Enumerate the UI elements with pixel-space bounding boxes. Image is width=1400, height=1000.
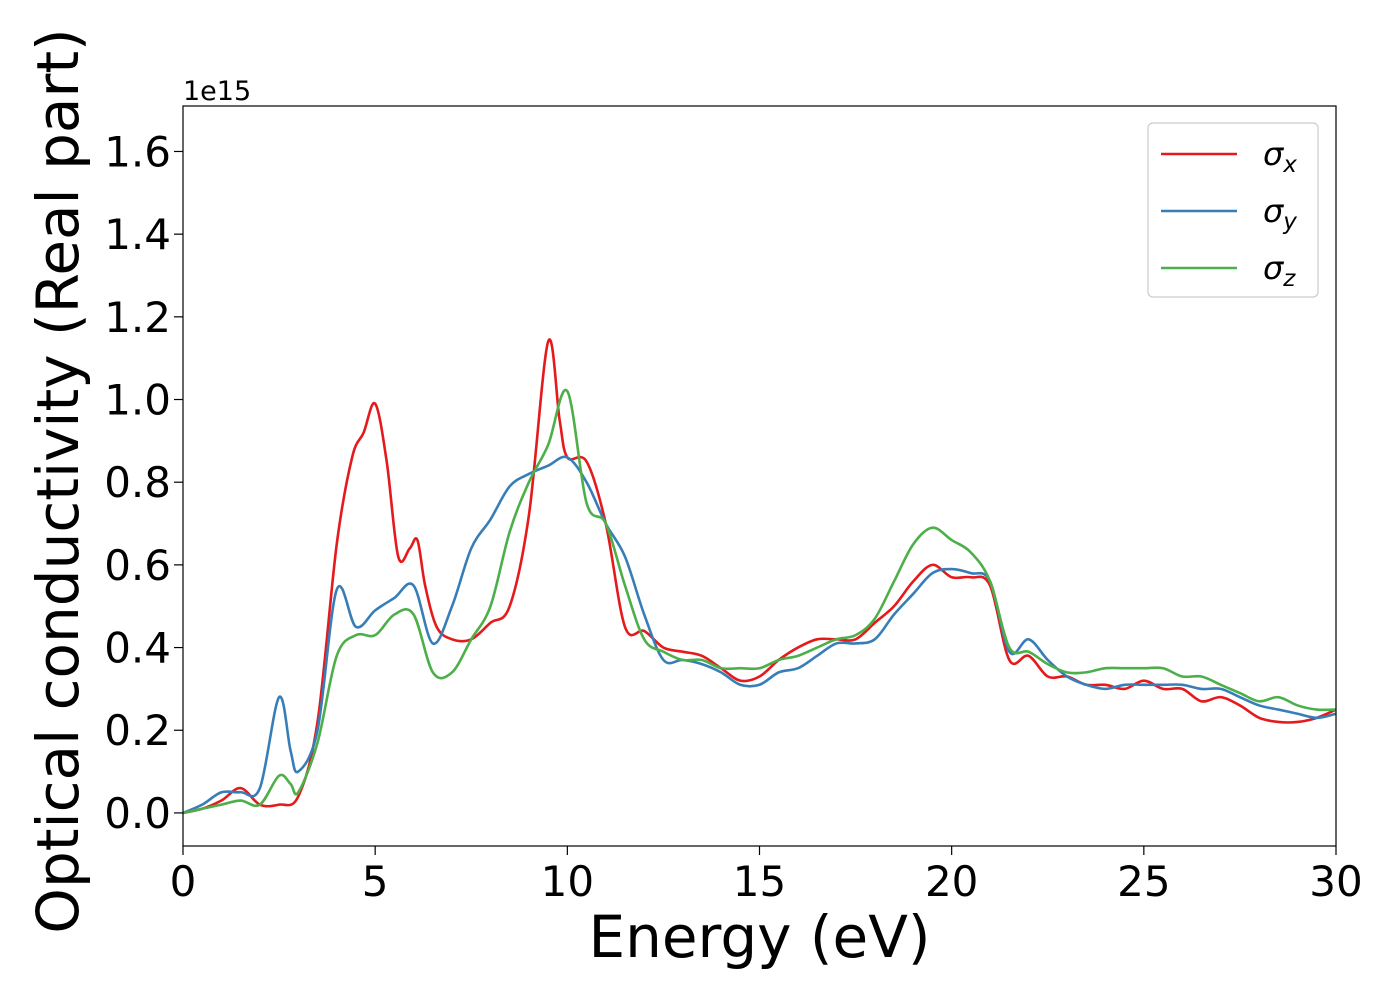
legend-item-sigma-z: σz — [1161, 249, 1296, 292]
x-tick-label: 25 — [1117, 857, 1170, 906]
y-axis-offset-label: 1e15 — [183, 76, 251, 107]
y-tick-label: 0.4 — [104, 624, 171, 673]
x-tick-label: 5 — [362, 857, 389, 906]
y-tick-label: 1.0 — [104, 376, 171, 425]
y-tick-label: 0.8 — [104, 458, 171, 507]
y-tick-label: 1.6 — [104, 127, 171, 176]
y-tick-label: 1.2 — [104, 293, 171, 342]
x-tick-label: 0 — [170, 857, 197, 906]
x-tick-label: 15 — [733, 857, 786, 906]
legend-item-sigma-y: σy — [1161, 192, 1297, 235]
x-tick-label: 30 — [1309, 857, 1362, 906]
y-tick-label: 1.4 — [104, 210, 171, 259]
y-tick-label: 0.0 — [104, 789, 171, 838]
y-axis-ticks: 0.0 0.2 0.4 0.6 0.8 1.0 1.2 1.4 1.6 — [104, 127, 183, 838]
x-tick-label: 10 — [541, 857, 594, 906]
legend: σx σy σz — [1147, 122, 1319, 298]
legend-label: σx — [1263, 135, 1297, 178]
series-layer — [183, 338, 1336, 815]
legend-label: σz — [1263, 249, 1296, 292]
series-line-sigma-y — [183, 455, 1336, 815]
legend-label: σy — [1263, 192, 1297, 235]
legend-item-sigma-x: σx — [1161, 135, 1297, 178]
series-line-sigma-x — [183, 338, 1336, 815]
y-axis-label: Optical conductivity (Real part) — [24, 28, 92, 933]
x-axis-ticks: 0 5 10 15 20 25 30 — [170, 846, 1363, 906]
x-tick-label: 20 — [925, 857, 978, 906]
series-line-sigma-z — [183, 388, 1336, 815]
x-axis-label: Energy (eV) — [588, 903, 930, 971]
y-tick-label: 0.6 — [104, 541, 171, 590]
y-tick-label: 0.2 — [104, 706, 171, 755]
